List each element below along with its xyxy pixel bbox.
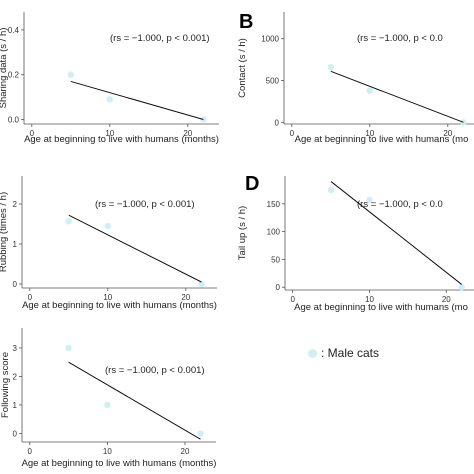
fit-line	[70, 80, 204, 121]
y-tick-label: 500	[266, 77, 280, 86]
y-tick-label: 3	[13, 344, 18, 353]
data-point	[104, 222, 112, 230]
legend-marker-icon	[308, 348, 317, 358]
y-axis-label: Sharing data (s / h)	[0, 28, 9, 109]
y-tick-label: 0	[275, 118, 280, 127]
x-tick-label: 10	[103, 293, 112, 302]
chart-panel-e: 0 1 2 3 0 10 20 Age at beginning to live with h…	[0, 328, 217, 469]
y-tick-label: 2	[13, 372, 18, 381]
data-point	[327, 186, 335, 194]
x-tick-label: 10	[365, 129, 374, 138]
x-tick-label: 0	[30, 129, 35, 138]
x-axis-label: Age at beginning to live with humans (mo	[294, 302, 468, 313]
fit-line	[330, 70, 464, 123]
y-tick-label: 1000	[261, 35, 279, 44]
x-tick-label: 20	[181, 293, 190, 302]
y-tick-label: 0.0	[8, 116, 20, 125]
data-point	[65, 344, 72, 352]
data-point	[458, 284, 465, 291]
data-point	[104, 401, 111, 409]
x-tick-label: 0	[290, 295, 295, 304]
fit-line	[68, 361, 201, 440]
data-point	[106, 96, 114, 103]
panel-letter: D	[245, 173, 259, 195]
y-tick-label: 0	[13, 429, 18, 438]
x-tick-label: 10	[105, 129, 114, 138]
y-tick-label: 0.2	[8, 71, 20, 80]
x-tick-label: 10	[365, 295, 374, 304]
legend-label: : Male cats	[321, 346, 380, 360]
fit-line	[68, 214, 202, 283]
y-tick-label: 0	[276, 283, 281, 292]
x-axis-label: Age at beginning to live with humans (mo	[295, 134, 469, 145]
x-tick-label: 10	[103, 447, 112, 456]
data-point	[366, 196, 373, 204]
y-tick-label: 0.4	[8, 26, 20, 35]
x-tick-label: 20	[442, 295, 451, 304]
stat-annotation: (rs = −1.000, p < 0.001)	[105, 365, 205, 376]
x-tick-label: 20	[443, 129, 452, 138]
fit-line	[330, 181, 462, 285]
panel-letter: B	[239, 11, 253, 33]
y-tick-label: 1	[13, 401, 18, 410]
x-tick-label: 20	[183, 129, 192, 138]
stat-annotation: (rs = −1.000, p < 0.001)	[95, 199, 195, 210]
x-tick-label: 0	[290, 129, 295, 138]
data-point	[327, 63, 334, 71]
y-tick-label: 50	[271, 255, 280, 264]
data-point	[366, 87, 373, 94]
data-point	[65, 218, 73, 225]
y-tick-label: 100	[267, 228, 281, 237]
y-tick-label: 150	[267, 200, 281, 209]
legend: : Male cats	[308, 346, 379, 360]
y-axis-label: Contact (s / h)	[237, 38, 248, 98]
data-point	[200, 116, 207, 123]
data-point	[67, 71, 75, 78]
y-tick-label: 0	[13, 280, 18, 289]
stat-annotation: (rs = −1.000, p < 0.001)	[110, 33, 210, 44]
y-axis-label: Tail up (s / h)	[237, 206, 248, 260]
stat-annotation: (rs = −1.000, p < 0.0	[357, 199, 443, 210]
data-point	[198, 280, 205, 288]
y-tick-label: 1	[13, 240, 18, 249]
data-point	[460, 119, 467, 126]
x-axis-label: Age at beginning to live with humans (mo…	[22, 458, 217, 469]
y-tick-label: 2	[13, 200, 18, 209]
data-point	[197, 430, 204, 437]
x-axis-label: Age at beginning to live with humans (mo…	[22, 300, 217, 311]
x-tick-label: 0	[28, 293, 33, 302]
y-axis-label: Following score	[0, 352, 11, 418]
x-tick-label: 0	[28, 447, 33, 456]
stat-annotation: (rs = −1.000, p < 0.0	[357, 33, 443, 44]
x-axis-label: Age at beginning to live with humans (mo…	[24, 134, 219, 145]
x-tick-label: 20	[181, 447, 190, 456]
y-axis-label: Rubbing (times / h)	[0, 192, 9, 272]
